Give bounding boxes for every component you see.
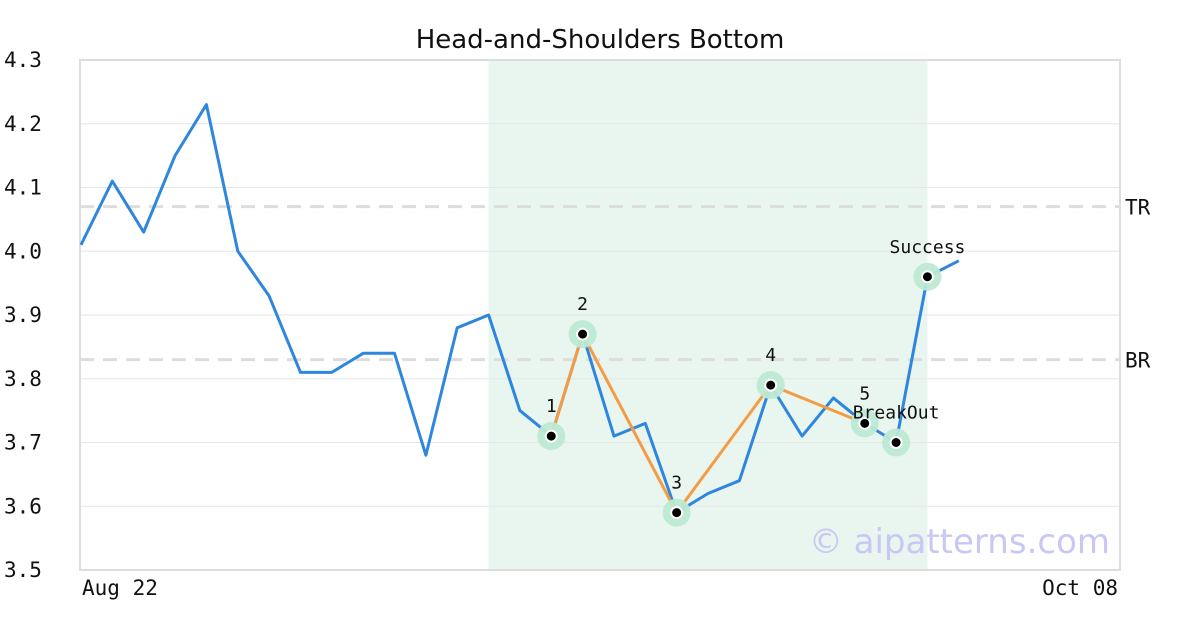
point-label: BreakOut [853,403,940,424]
y-tick-label: 4.2 [4,112,42,136]
price-series-line [79,103,960,515]
reference-label-tr: TR [1125,196,1151,220]
point-label: 1 [546,396,557,417]
point-label: 4 [765,345,776,366]
y-tick-label: 4.3 [4,48,42,72]
point-marker [544,429,558,443]
point-marker [670,506,684,520]
point-marker [889,436,903,449]
point-marker [920,270,934,284]
y-tick-label: 4.0 [4,239,42,263]
watermark: © aipatterns.com [809,522,1110,562]
point-label: 3 [671,473,682,494]
chart-title: Head-and-Shoulders Bottom [416,25,785,55]
x-tick-label: Oct 08 [1042,576,1118,600]
point-label: 2 [577,294,588,315]
y-tick-label: 3.8 [4,367,42,391]
plot-frame [79,59,1121,571]
point-marker [764,378,778,392]
point-marker [576,327,590,341]
reference-label-br: BR [1125,349,1151,373]
y-tick-label: 3.6 [4,494,42,518]
y-tick-label: 3.5 [4,558,42,582]
y-tick-label: 3.9 [4,303,42,327]
y-tick-label: 4.1 [4,176,42,200]
x-tick-label: Aug 22 [82,576,158,600]
point-marker [858,416,872,430]
point-label: 5 [859,383,870,404]
point-label: Success [890,237,966,258]
y-tick-label: 3.7 [4,431,42,455]
